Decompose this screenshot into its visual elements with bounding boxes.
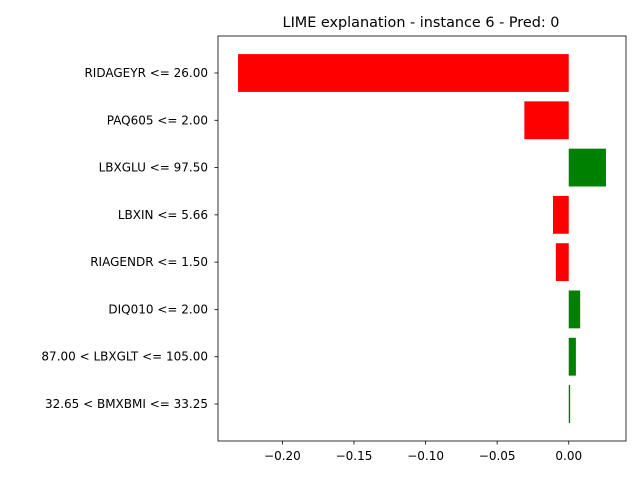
bar	[238, 54, 569, 92]
x-tick-label: −0.15	[336, 449, 373, 463]
y-tick-label: LBXIN <= 5.66	[118, 208, 208, 222]
y-tick-label: DIQ010 <= 2.00	[108, 302, 208, 316]
x-axis: −0.20 −0.15 −0.10 −0.05 0.00	[264, 441, 582, 463]
y-tick-label: RIDAGEYR <= 26.00	[84, 66, 208, 80]
y-tick-label: RIAGENDR <= 1.50	[90, 255, 208, 269]
bar	[524, 101, 569, 140]
y-tick-label: LBXGLU <= 97.50	[99, 161, 208, 175]
bar	[568, 385, 571, 423]
y-tick-labels: RIDAGEYR <= 26.00 PAQ605 <= 2.00 LBXGLU <=…	[41, 66, 218, 411]
x-tick-label: −0.20	[264, 449, 301, 463]
bar	[568, 290, 581, 329]
bar	[552, 195, 569, 234]
bar	[555, 243, 569, 282]
x-tick-label: 0.00	[555, 449, 582, 463]
y-tick-label: 32.65 < BMXBMI <= 33.25	[45, 397, 208, 411]
y-tick-label: PAQ605 <= 2.00	[107, 113, 208, 127]
x-tick-label: −0.10	[407, 449, 444, 463]
plot-frame	[217, 35, 627, 442]
bars-group	[238, 54, 606, 423]
y-tick-label: 87.00 < LBXGLT <= 105.00	[41, 350, 208, 364]
bar	[568, 148, 606, 187]
chart-title: LIME explanation - instance 6 - Pred: 0	[283, 15, 560, 31]
x-tick-label: −0.05	[479, 449, 516, 463]
bar	[568, 337, 576, 376]
